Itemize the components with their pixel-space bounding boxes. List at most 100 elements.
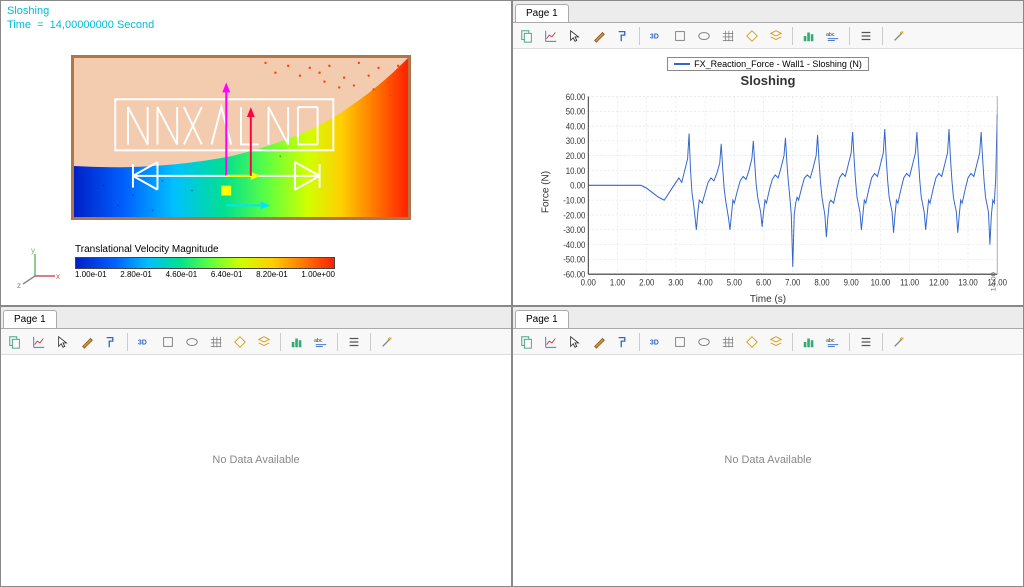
box-icon[interactable] [670,332,690,352]
bar-chart-icon[interactable] [287,332,307,352]
svg-text:-30.00: -30.00 [563,225,585,236]
wand-icon[interactable] [889,26,909,46]
chart-line-icon[interactable] [541,332,561,352]
simulation-container [71,55,411,220]
svg-text:-20.00: -20.00 [563,210,585,221]
svg-text:1.00: 1.00 [610,277,626,288]
diamond-icon[interactable] [742,26,762,46]
svg-text:10.00: 10.00 [871,277,891,288]
3d-icon[interactable]: 3D [646,332,666,352]
cursor-icon[interactable] [53,332,73,352]
box-icon[interactable] [158,332,178,352]
grid-icon[interactable] [718,26,738,46]
svg-text:0.00: 0.00 [581,277,597,288]
ellipse-icon[interactable] [694,26,714,46]
legend-text: FX_Reaction_Force - Wall1 - Sloshing (N) [694,59,862,69]
tab-strip: Page 1 [513,307,1023,329]
diamond-icon[interactable] [230,332,250,352]
chart-title: Sloshing [521,73,1015,88]
empty-panel-right: Page 1 3D abc No Data Available [512,306,1024,587]
brush-icon[interactable] [77,332,97,352]
format-icon[interactable] [101,332,121,352]
tab-page1[interactable]: Page 1 [515,310,569,328]
cursor-icon[interactable] [565,332,585,352]
layers-icon[interactable] [254,332,274,352]
svg-text:2.00: 2.00 [639,277,655,288]
svg-text:13.00: 13.00 [958,277,978,288]
svg-text:z: z [17,281,21,290]
wand-icon[interactable] [377,332,397,352]
chart-toolbar: 3D abc [513,23,1023,49]
wand-icon[interactable] [889,332,909,352]
list-icon[interactable] [856,332,876,352]
svg-text:0.00: 0.00 [570,180,586,191]
list-icon[interactable] [856,26,876,46]
chart-line-icon[interactable] [541,26,561,46]
abc-settings-icon[interactable]: abc [311,332,331,352]
copy-icon[interactable] [517,26,537,46]
tab-strip: Page 1 [1,307,511,329]
brush-icon[interactable] [589,332,609,352]
box-icon[interactable] [670,26,690,46]
format-icon[interactable] [613,332,633,352]
svg-text:9.00: 9.00 [844,277,860,288]
bar-chart-icon[interactable] [799,26,819,46]
svg-text:60.00: 60.00 [566,92,586,102]
svg-text:abc: abc [826,338,835,344]
abc-settings-icon[interactable]: abc [823,26,843,46]
svg-text:3D: 3D [650,33,659,40]
plot-area[interactable]: Force (N) -60.00-50.00-40.00-30.00-20.00… [557,92,1007,292]
tab-page1[interactable]: Page 1 [515,4,569,22]
copy-icon[interactable] [517,332,537,352]
svg-text:8.00: 8.00 [814,277,830,288]
list-icon[interactable] [344,332,364,352]
svg-text:3.00: 3.00 [668,277,684,288]
svg-text:abc: abc [314,338,323,344]
cb-tick: 2.80e-01 [120,270,152,279]
colorbar-label: Translational Velocity Magnitude [75,244,335,255]
svg-text:12.00: 12.00 [929,277,949,288]
simulation-viewport[interactable]: Sloshing Time = 14,00000000 Second [0,0,512,306]
cb-tick: 1.00e+00 [301,270,335,279]
no-data-message: No Data Available [212,454,299,466]
chart-line-icon[interactable] [29,332,49,352]
colorbar-gradient [75,257,335,269]
cb-tick: 1.00e-01 [75,270,107,279]
brush-icon[interactable] [589,26,609,46]
empty-panel-left: Page 1 3D abc No Data Available [0,306,512,587]
svg-text:30.00: 30.00 [566,136,586,147]
grid-icon[interactable] [718,332,738,352]
format-icon[interactable] [613,26,633,46]
3d-icon[interactable]: 3D [646,26,666,46]
y-axis-label: Force (N) [541,171,552,213]
no-data-message: No Data Available [724,454,811,466]
grid-icon[interactable] [206,332,226,352]
svg-text:-40.00: -40.00 [563,239,585,250]
cursor-icon[interactable] [565,26,585,46]
svg-text:7.00: 7.00 [785,277,801,288]
ellipse-icon[interactable] [182,332,202,352]
chart-panel: Page 1 3D abc FX_Reaction_Force - Wall1 -… [512,0,1024,306]
legend-line-icon [674,63,690,65]
simulation-title: Sloshing [7,5,49,17]
simulation-time: Time = 14,00000000 Second [7,19,154,31]
ellipse-icon[interactable] [694,332,714,352]
copy-icon[interactable] [5,332,25,352]
cb-tick: 6.40e-01 [211,270,243,279]
tab-strip: Page 1 [513,1,1023,23]
tab-page1[interactable]: Page 1 [3,310,57,328]
svg-text:14.00: 14.00 [989,272,997,291]
svg-text:5.00: 5.00 [727,277,743,288]
diamond-icon[interactable] [742,332,762,352]
svg-text:y: y [31,246,35,255]
cb-tick: 8.20e-01 [256,270,288,279]
layers-icon[interactable] [766,332,786,352]
chart-legend: FX_Reaction_Force - Wall1 - Sloshing (N) [667,57,869,71]
bar-chart-icon[interactable] [799,332,819,352]
3d-icon[interactable]: 3D [134,332,154,352]
svg-text:20.00: 20.00 [566,151,586,162]
svg-text:-10.00: -10.00 [563,195,585,206]
layers-icon[interactable] [766,26,786,46]
svg-text:-50.00: -50.00 [563,254,585,265]
abc-settings-icon[interactable]: abc [823,332,843,352]
